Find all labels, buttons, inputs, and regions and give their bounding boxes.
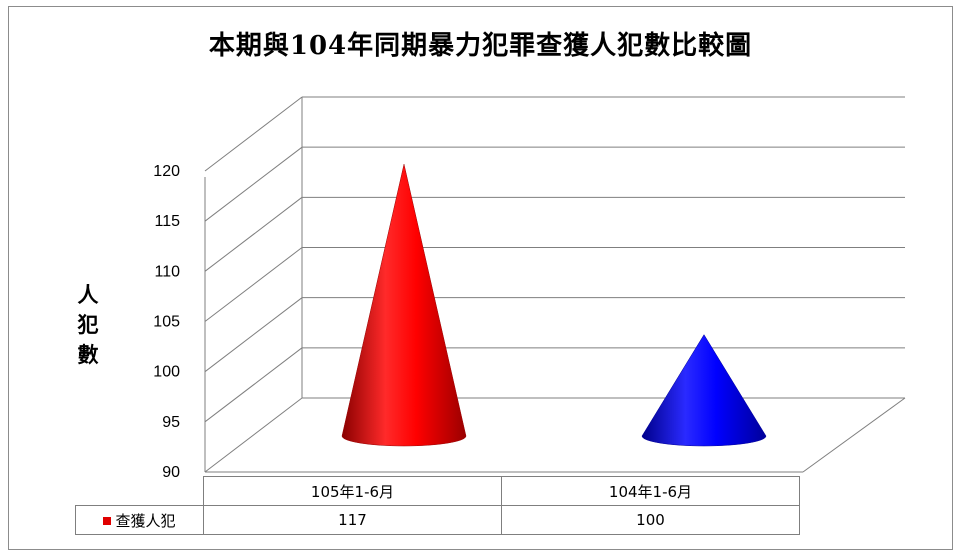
y-tick-label: 100 <box>153 364 180 381</box>
data-table-value-row: 查獲人犯 117 100 <box>75 505 800 535</box>
gridline-side <box>204 297 303 373</box>
y-tick-label: 115 <box>154 213 180 230</box>
data-table-category: 105年1-6月 <box>203 476 502 506</box>
gridline-side <box>204 196 303 272</box>
data-table-value: 117 <box>203 505 502 535</box>
gridline-side <box>204 146 303 222</box>
series-name: 查獲人犯 <box>115 511 176 530</box>
gridline-side <box>204 397 303 473</box>
y-tick-label: 105 <box>153 314 180 331</box>
bar-cone <box>341 164 467 447</box>
legend-swatch <box>103 517 112 525</box>
data-table-corner <box>75 476 204 506</box>
data-table-series-cell: 查獲人犯 <box>75 505 204 535</box>
floor-right-edge <box>802 397 906 473</box>
gridline-side <box>204 247 303 322</box>
data-table: 105年1-6月 104年1-6月 查獲人犯 117 100 <box>75 476 800 535</box>
data-table-value: 100 <box>501 505 800 535</box>
y-tick-label: 120 <box>153 163 180 180</box>
data-table-header-row: 105年1-6月 104年1-6月 <box>75 476 800 506</box>
data-table-category: 104年1-6月 <box>501 476 800 506</box>
gridline-side <box>204 96 303 172</box>
y-axis-label: 人犯數 <box>77 282 99 367</box>
y-tick-label: 110 <box>154 263 180 280</box>
y-tick-label: 95 <box>162 414 180 431</box>
gridline-side <box>204 347 303 423</box>
bar-cone <box>641 334 767 447</box>
chart-title: 本期與104年同期暴力犯罪查獲人犯數比較圖 <box>208 31 753 61</box>
